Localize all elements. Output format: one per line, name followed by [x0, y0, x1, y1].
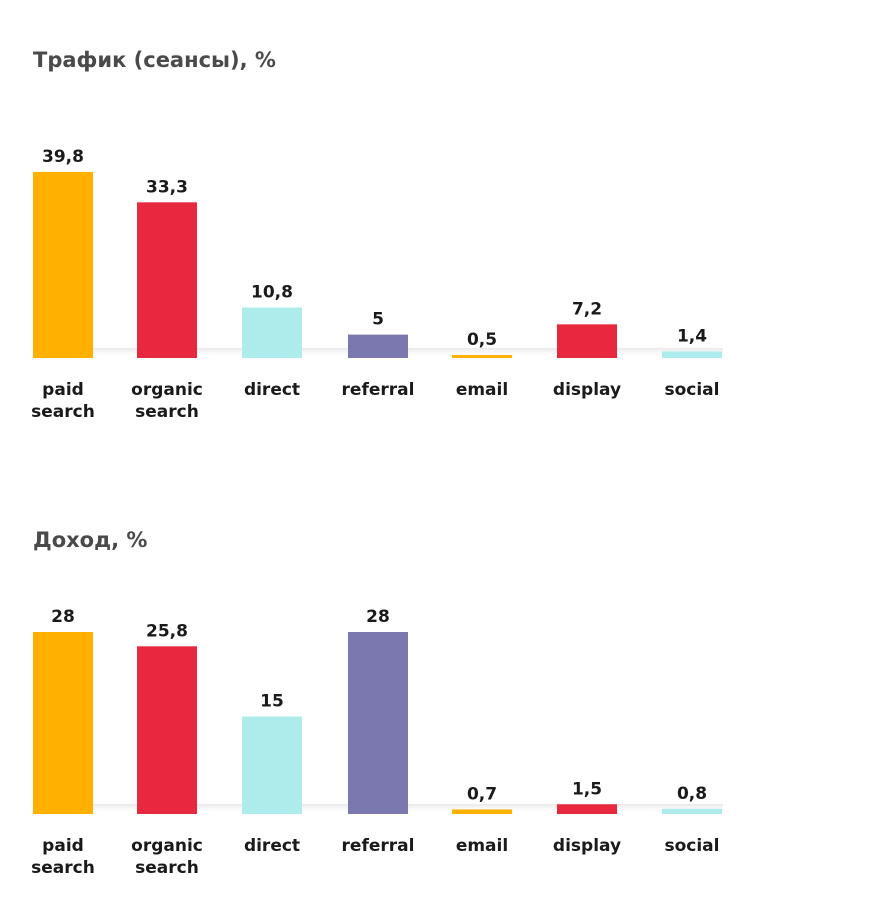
traffic-bar-6	[662, 351, 722, 358]
traffic-value-label-6: 1,4	[677, 326, 707, 346]
traffic-chart-plot: 39,8 paid search 33,3 organic search 10,8 direc…	[31, 147, 723, 422]
traffic-bar-5	[557, 324, 617, 358]
traffic-value-label-5: 7,2	[572, 299, 602, 319]
traffic-bar-1	[137, 202, 197, 358]
traffic-value-label-0: 39,8	[42, 147, 84, 167]
revenue-bar-1	[137, 646, 197, 814]
traffic-bar-2	[242, 307, 302, 358]
traffic-category-label-5: display	[553, 380, 621, 400]
traffic-category-label-6: social	[664, 380, 719, 400]
revenue-category-label-3: referral	[342, 836, 415, 856]
revenue-chart-plot: 28 paid search 25,8 organic search 15 direct 28 r…	[31, 607, 723, 878]
revenue-category-label-5: display	[553, 836, 621, 856]
revenue-category-label-1: organic search	[131, 836, 203, 878]
traffic-bar-3	[348, 334, 408, 358]
revenue-chart: Доход, % 28 paid search 25,8 organic search 15…	[0, 480, 871, 909]
revenue-value-label-2: 15	[260, 692, 284, 712]
traffic-value-label-4: 0,5	[467, 330, 497, 350]
traffic-category-label-4: email	[456, 380, 508, 400]
traffic-value-label-1: 33,3	[146, 177, 188, 197]
revenue-category-label-4: email	[456, 836, 508, 856]
revenue-value-label-6: 0,8	[677, 784, 707, 804]
revenue-category-label-6: social	[664, 836, 719, 856]
revenue-bar-4	[452, 809, 512, 814]
revenue-value-label-1: 25,8	[146, 621, 188, 641]
revenue-category-label-2: direct	[244, 836, 300, 856]
revenue-value-label-5: 1,5	[572, 779, 602, 799]
revenue-bar-5	[557, 804, 617, 814]
traffic-chart-title: Трафик (сеансы), %	[33, 48, 276, 72]
traffic-category-label-0: paid search	[31, 380, 95, 422]
traffic-bar-4	[452, 355, 512, 358]
traffic-value-label-2: 10,8	[251, 283, 293, 303]
revenue-category-label-0: paid search	[31, 836, 95, 878]
traffic-category-label-2: direct	[244, 380, 300, 400]
revenue-bar-3	[348, 632, 408, 814]
traffic-value-label-3: 5	[372, 310, 384, 330]
traffic-bar-0	[33, 171, 93, 358]
revenue-value-label-0: 28	[51, 607, 75, 627]
revenue-bar-0	[33, 632, 93, 814]
revenue-bar-2	[242, 716, 302, 814]
revenue-chart-title: Доход, %	[33, 528, 148, 552]
traffic-category-label-1: organic search	[131, 380, 203, 422]
traffic-chart: Трафик (сеансы), % 39,8 paid search 33,3 org…	[0, 0, 871, 450]
revenue-bar-6	[662, 808, 722, 814]
revenue-value-label-3: 28	[366, 607, 390, 627]
revenue-value-label-4: 0,7	[467, 784, 497, 804]
traffic-category-label-3: referral	[342, 380, 415, 400]
